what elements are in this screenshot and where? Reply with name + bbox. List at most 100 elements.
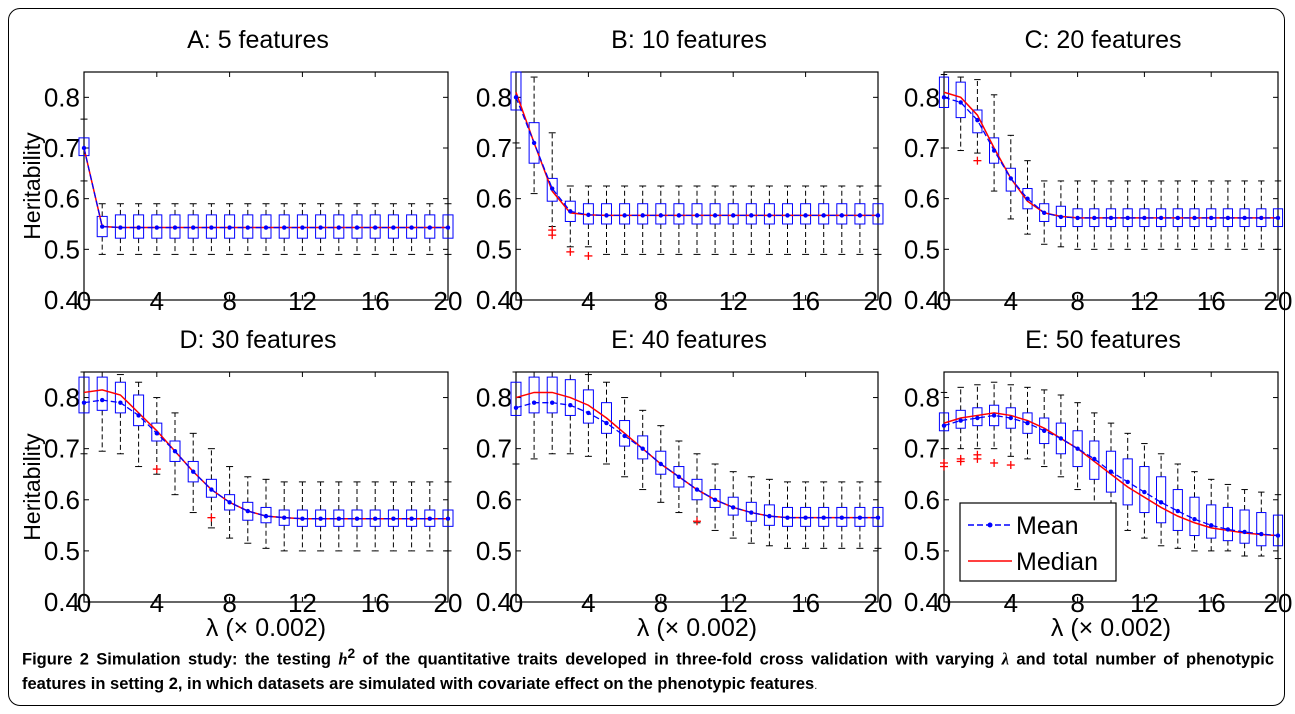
x-tick-label: 12 (288, 286, 317, 316)
mean-point (1209, 215, 1214, 221)
box (151, 214, 163, 239)
mean-point (1108, 469, 1114, 474)
box (169, 214, 181, 239)
box (242, 501, 254, 521)
box (1206, 504, 1217, 539)
box (96, 376, 108, 411)
box (972, 109, 983, 134)
mean-point (118, 225, 123, 230)
x-tick-label: 16 (1197, 286, 1226, 316)
mean-point (263, 225, 269, 230)
y-tick-label: 0.4 (904, 587, 940, 617)
mean-point (1259, 215, 1264, 221)
mean-point (1192, 215, 1197, 221)
box (114, 381, 126, 414)
box (1272, 514, 1284, 547)
box (1239, 509, 1250, 544)
box (1055, 422, 1066, 455)
box (296, 214, 308, 239)
mean-point (391, 225, 396, 230)
mean-point (1042, 210, 1047, 216)
y-tick-label: 0.7 (904, 434, 940, 464)
y-tick-label: 0.8 (476, 383, 512, 413)
x-tick-label: 16 (791, 286, 820, 316)
mean-point (568, 403, 573, 408)
chart-title: C: 20 features (1024, 26, 1181, 54)
mean-point (1042, 428, 1047, 433)
mean-point (1158, 500, 1164, 505)
mean-point (731, 505, 736, 510)
box (727, 496, 739, 516)
mean-point (749, 510, 754, 515)
mean-point (336, 225, 341, 230)
box (709, 489, 721, 508)
box (133, 394, 145, 427)
median-line (943, 412, 1279, 537)
y-tick-label: 0.5 (44, 536, 80, 566)
x-tick-label: 16 (361, 588, 390, 618)
box (619, 203, 631, 225)
mean-point (857, 213, 863, 218)
mean-point (191, 225, 196, 230)
mean-point (712, 213, 718, 218)
x-tick-label: 4 (150, 588, 164, 618)
box (151, 422, 163, 442)
x-axis-label: λ (× 0.002) (206, 614, 326, 642)
y-tick-label: 0.6 (476, 485, 512, 515)
mean-point (1275, 533, 1281, 538)
mean-point (767, 213, 772, 218)
mean-point (245, 508, 250, 514)
mean-point (282, 515, 287, 520)
mean-point (300, 225, 305, 230)
box (387, 214, 399, 239)
x-tick-label: 4 (1004, 588, 1018, 618)
mean-point (354, 516, 360, 521)
x-tick-label: 0 (509, 286, 523, 316)
caption-text-after: and total number of phenotypic features … (22, 650, 1275, 693)
x-tick-label: 20 (864, 286, 893, 316)
mean-point (586, 212, 591, 218)
mean-point (118, 400, 123, 405)
x-tick-label: 20 (434, 588, 463, 618)
mean-point (1142, 215, 1147, 221)
x-tick-label: 4 (1004, 286, 1018, 316)
chart-title: E: 40 features (611, 326, 767, 354)
chart-panel-0: A: 5 features 0.4 0.5 0.6 0.7 0.8 0 4 8 12 16 20 Her… (19, 26, 462, 316)
mean-point (749, 213, 754, 218)
mean-point (391, 516, 396, 521)
mean-point (658, 461, 663, 467)
box (763, 203, 775, 225)
mean-point (1075, 215, 1080, 221)
plot-frame (83, 371, 449, 603)
mean-point (209, 487, 214, 492)
box (424, 214, 436, 239)
box (1122, 458, 1133, 506)
box (1022, 188, 1033, 210)
mean-point (263, 513, 269, 519)
y-tick-label: 0.5 (476, 536, 512, 566)
x-tick-label: 16 (791, 588, 820, 618)
mean-point (1125, 215, 1130, 221)
x-tick-label: 20 (864, 588, 893, 618)
y-tick-label: 0.5 (44, 234, 80, 264)
mean-point (191, 469, 196, 474)
mean-point (941, 95, 947, 100)
mean-point (875, 515, 881, 520)
y-tick-label: 0.7 (904, 133, 940, 163)
mean-point (336, 516, 341, 521)
plot-frame (943, 71, 1279, 301)
mean-point (354, 225, 360, 230)
box (187, 214, 199, 239)
x-tick-label: 20 (1264, 588, 1293, 618)
y-tick-label: 0.6 (904, 485, 940, 515)
box (655, 450, 667, 475)
mean-point (245, 225, 250, 230)
x-tick-label: 4 (150, 286, 164, 316)
x-axis-label: λ (× 0.002) (637, 614, 757, 642)
legend-mean-label: Mean (1016, 512, 1079, 540)
box (205, 478, 217, 498)
x-tick-label: 20 (434, 286, 463, 316)
box (78, 376, 90, 414)
mean-point (1108, 215, 1114, 221)
box (836, 506, 848, 527)
